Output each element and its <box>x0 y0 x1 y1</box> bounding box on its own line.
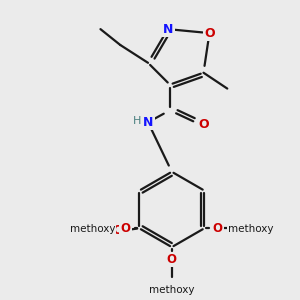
Text: O: O <box>112 224 123 237</box>
Text: O: O <box>213 222 223 235</box>
Text: H: H <box>133 116 141 126</box>
Text: methoxy: methoxy <box>149 285 194 295</box>
Text: N: N <box>143 116 153 129</box>
Text: O: O <box>121 222 131 235</box>
Text: methoxy: methoxy <box>105 229 111 230</box>
Text: O: O <box>198 118 209 131</box>
Text: methoxy: methoxy <box>98 231 105 232</box>
Text: N: N <box>163 22 173 36</box>
Text: O: O <box>204 27 215 40</box>
Text: methoxy: methoxy <box>113 229 120 230</box>
Text: methoxy: methoxy <box>70 224 116 234</box>
Text: methoxy: methoxy <box>228 224 274 234</box>
Text: O: O <box>167 253 177 266</box>
Text: methoxy: methoxy <box>105 228 111 229</box>
